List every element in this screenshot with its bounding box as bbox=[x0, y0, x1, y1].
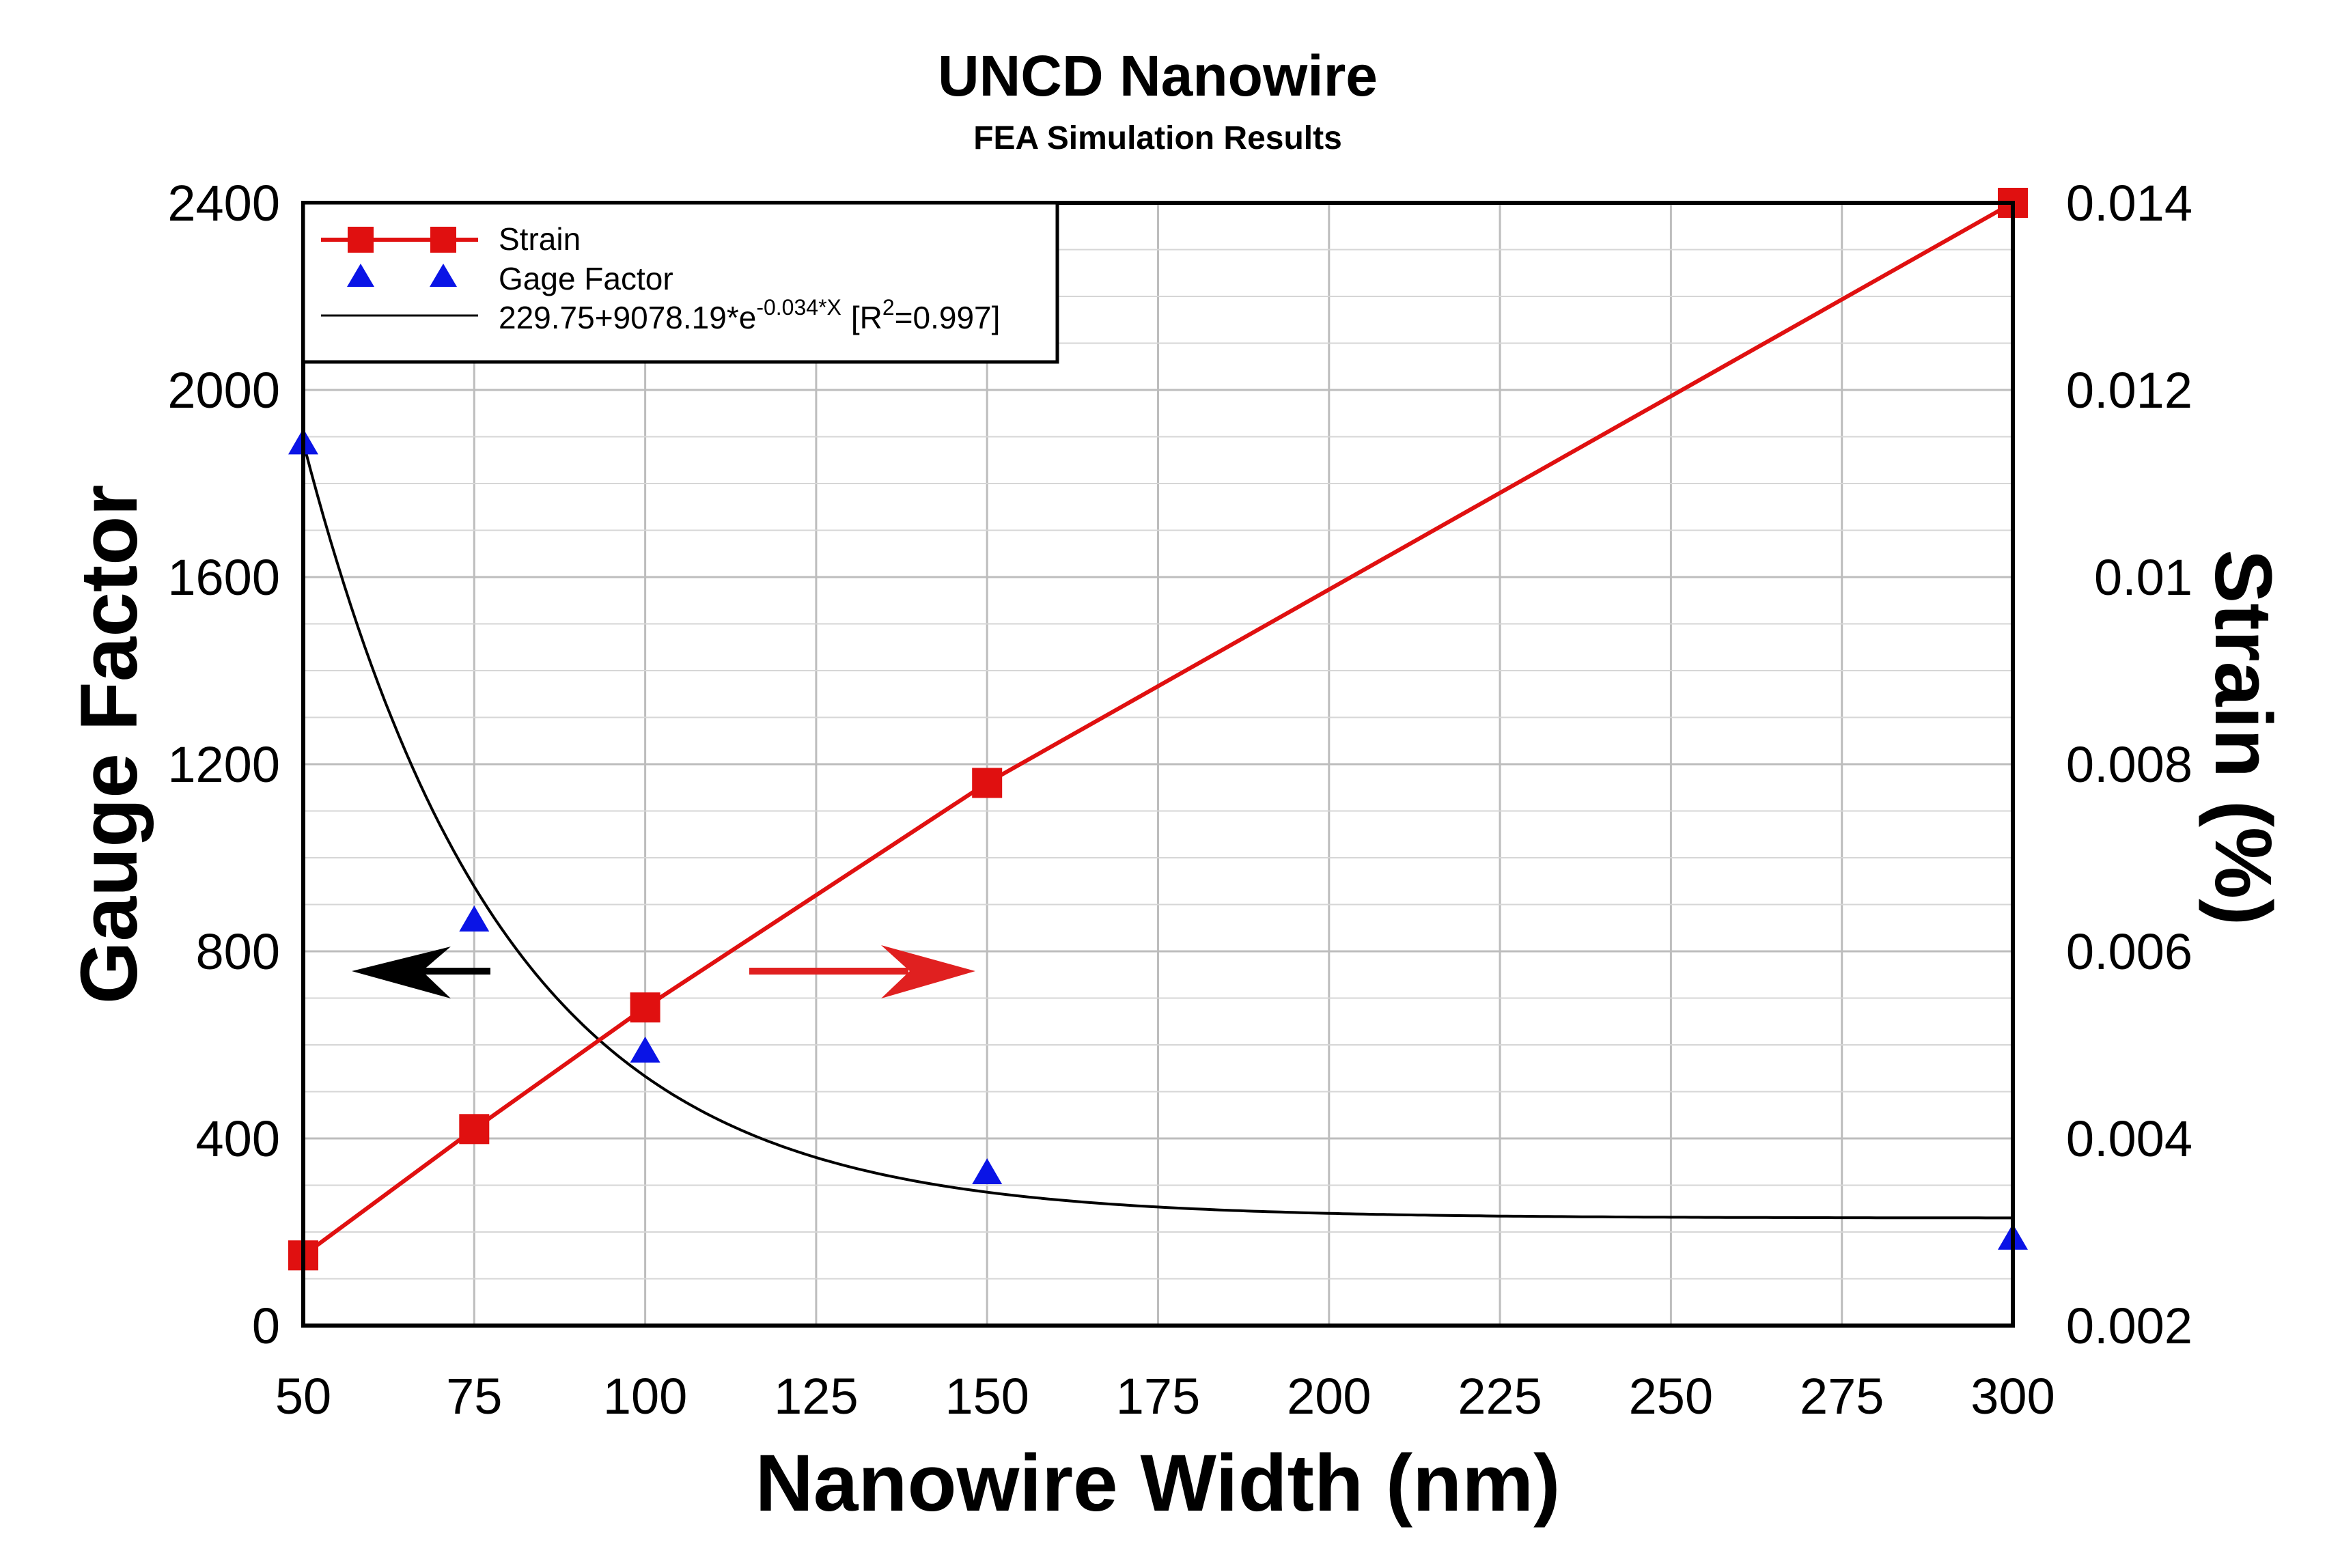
gage-factor-point bbox=[972, 1158, 1003, 1184]
legend-fit-prefix: 229.75+9078.19*e bbox=[499, 300, 756, 335]
y-left-tick-label: 2400 bbox=[167, 175, 280, 232]
y-right-tick-label: 0.004 bbox=[2066, 1110, 2192, 1167]
y-left-tick-label: 1600 bbox=[167, 549, 280, 606]
legend-box bbox=[301, 201, 1059, 364]
y-left-tick-label: 1200 bbox=[167, 736, 280, 793]
y-right-tick-label: 0.008 bbox=[2066, 736, 2192, 793]
y-right-axis-ticks: 0.002 0.004 0.006 0.008 0.01 0.012 0.014 bbox=[2066, 175, 2192, 1354]
strain-point bbox=[459, 1114, 490, 1145]
gage-factor-point bbox=[459, 906, 490, 932]
x-tick-label: 100 bbox=[603, 1368, 687, 1425]
legend-fit-exponent: -0.034*X bbox=[756, 295, 841, 320]
x-tick-label: 300 bbox=[1970, 1368, 2055, 1425]
plot-frame bbox=[301, 201, 2015, 1328]
x-axis-label: Nanowire Width (nm) bbox=[755, 1438, 1561, 1528]
y-right-tick-label: 0.012 bbox=[2066, 362, 2192, 419]
x-tick-label: 75 bbox=[446, 1368, 502, 1425]
y-left-tick-label: 400 bbox=[196, 1110, 280, 1167]
strain-point bbox=[972, 768, 1003, 798]
right-axis-arrow bbox=[749, 945, 975, 998]
x-tick-label: 150 bbox=[945, 1368, 1029, 1425]
fit-curve-group bbox=[302, 442, 2013, 1220]
left-arrow-head bbox=[352, 947, 451, 998]
x-tick-label: 50 bbox=[275, 1368, 331, 1425]
strain-series-group bbox=[288, 188, 2028, 1271]
gage-factor-point bbox=[630, 1036, 660, 1063]
legend-gage-label: Gage Factor bbox=[499, 261, 673, 296]
legend-fit-r-value: =0.997] bbox=[895, 300, 1001, 335]
legend: Strain Gage Factor 229.75+9078.19*e-0.03… bbox=[301, 201, 1059, 364]
legend-strain-marker-1 bbox=[348, 227, 374, 253]
left-axis-arrow bbox=[352, 947, 490, 998]
fit-curve bbox=[302, 442, 2013, 1220]
legend-fit-bracket: [R bbox=[851, 300, 882, 335]
legend-strain-label: Strain bbox=[499, 221, 581, 257]
legend-fit-label: 229.75+9078.19*e-0.034*X [R2=0.997] bbox=[499, 295, 1000, 335]
legend-fit-r-sup: 2 bbox=[882, 295, 895, 320]
chart-subtitle: FEA Simulation Results bbox=[973, 120, 1342, 156]
x-axis-ticks: 50 75 100 125 150 175 200 225 250 275 300 bbox=[275, 1368, 2055, 1425]
y-right-tick-label: 0.01 bbox=[2094, 549, 2192, 606]
chart-title: UNCD Nanowire bbox=[938, 44, 1378, 108]
y-right-tick-label: 0.006 bbox=[2066, 923, 2192, 980]
legend-gage-marker-2 bbox=[430, 264, 457, 287]
legend-gage-marker-1 bbox=[347, 264, 374, 287]
right-arrow-head bbox=[881, 945, 975, 998]
y-right-tick-label: 0.014 bbox=[2066, 175, 2192, 232]
y-right-tick-label: 0.002 bbox=[2066, 1298, 2192, 1354]
strain-point bbox=[630, 992, 660, 1023]
x-tick-label: 225 bbox=[1458, 1368, 1542, 1425]
y-left-tick-label: 2000 bbox=[167, 362, 280, 419]
x-tick-label: 275 bbox=[1800, 1368, 1884, 1425]
x-tick-label: 175 bbox=[1116, 1368, 1200, 1425]
y-left-tick-label: 800 bbox=[196, 923, 280, 980]
y-left-axis-label: Gauge Factor bbox=[64, 485, 154, 1005]
y-left-axis-ticks: 0 400 800 1200 1600 2000 2400 bbox=[167, 175, 280, 1354]
y-right-axis-label: Strain (%) bbox=[2198, 550, 2288, 926]
y-left-tick-label: 0 bbox=[252, 1298, 280, 1354]
x-tick-label: 200 bbox=[1287, 1368, 1371, 1425]
x-tick-label: 250 bbox=[1629, 1368, 1713, 1425]
legend-strain-marker-2 bbox=[430, 227, 456, 253]
gage-factor-series-group bbox=[288, 428, 2028, 1250]
x-tick-label: 125 bbox=[774, 1368, 858, 1425]
